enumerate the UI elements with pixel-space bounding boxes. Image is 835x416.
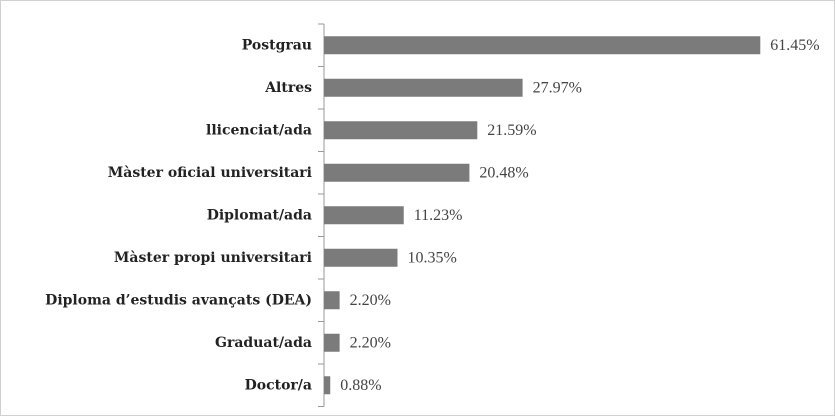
bar	[324, 36, 761, 55]
value-label: 11.23%	[414, 207, 463, 224]
category-label: Diploma d’estudis avançats (DEA)	[45, 292, 312, 308]
bar	[324, 78, 523, 97]
category-label: Doctor/a	[245, 377, 312, 393]
bar	[324, 376, 331, 395]
category-label: Màster propi universitari	[114, 250, 312, 266]
value-label: 61.45%	[770, 37, 819, 54]
bar	[324, 121, 478, 140]
value-label: 10.35%	[407, 249, 456, 266]
value-label: 21.59%	[487, 122, 536, 139]
value-label: 2.20%	[350, 334, 391, 351]
bar	[324, 248, 398, 267]
category-label: llicenciat/ada	[206, 122, 312, 138]
bar	[324, 291, 340, 310]
value-label: 2.20%	[350, 292, 391, 309]
category-label: Diplomat/ada	[207, 207, 312, 223]
bar	[324, 333, 340, 352]
value-label: 20.48%	[479, 164, 528, 181]
bar	[324, 206, 404, 225]
category-label: Altres	[264, 80, 312, 96]
category-label: Postgrau	[242, 37, 312, 53]
value-label: 27.97%	[533, 79, 582, 96]
bar	[324, 163, 470, 182]
category-label: Màster oficial universitari	[108, 165, 312, 181]
category-label: Graduat/ada	[215, 335, 312, 351]
value-label: 0.88%	[340, 377, 381, 394]
